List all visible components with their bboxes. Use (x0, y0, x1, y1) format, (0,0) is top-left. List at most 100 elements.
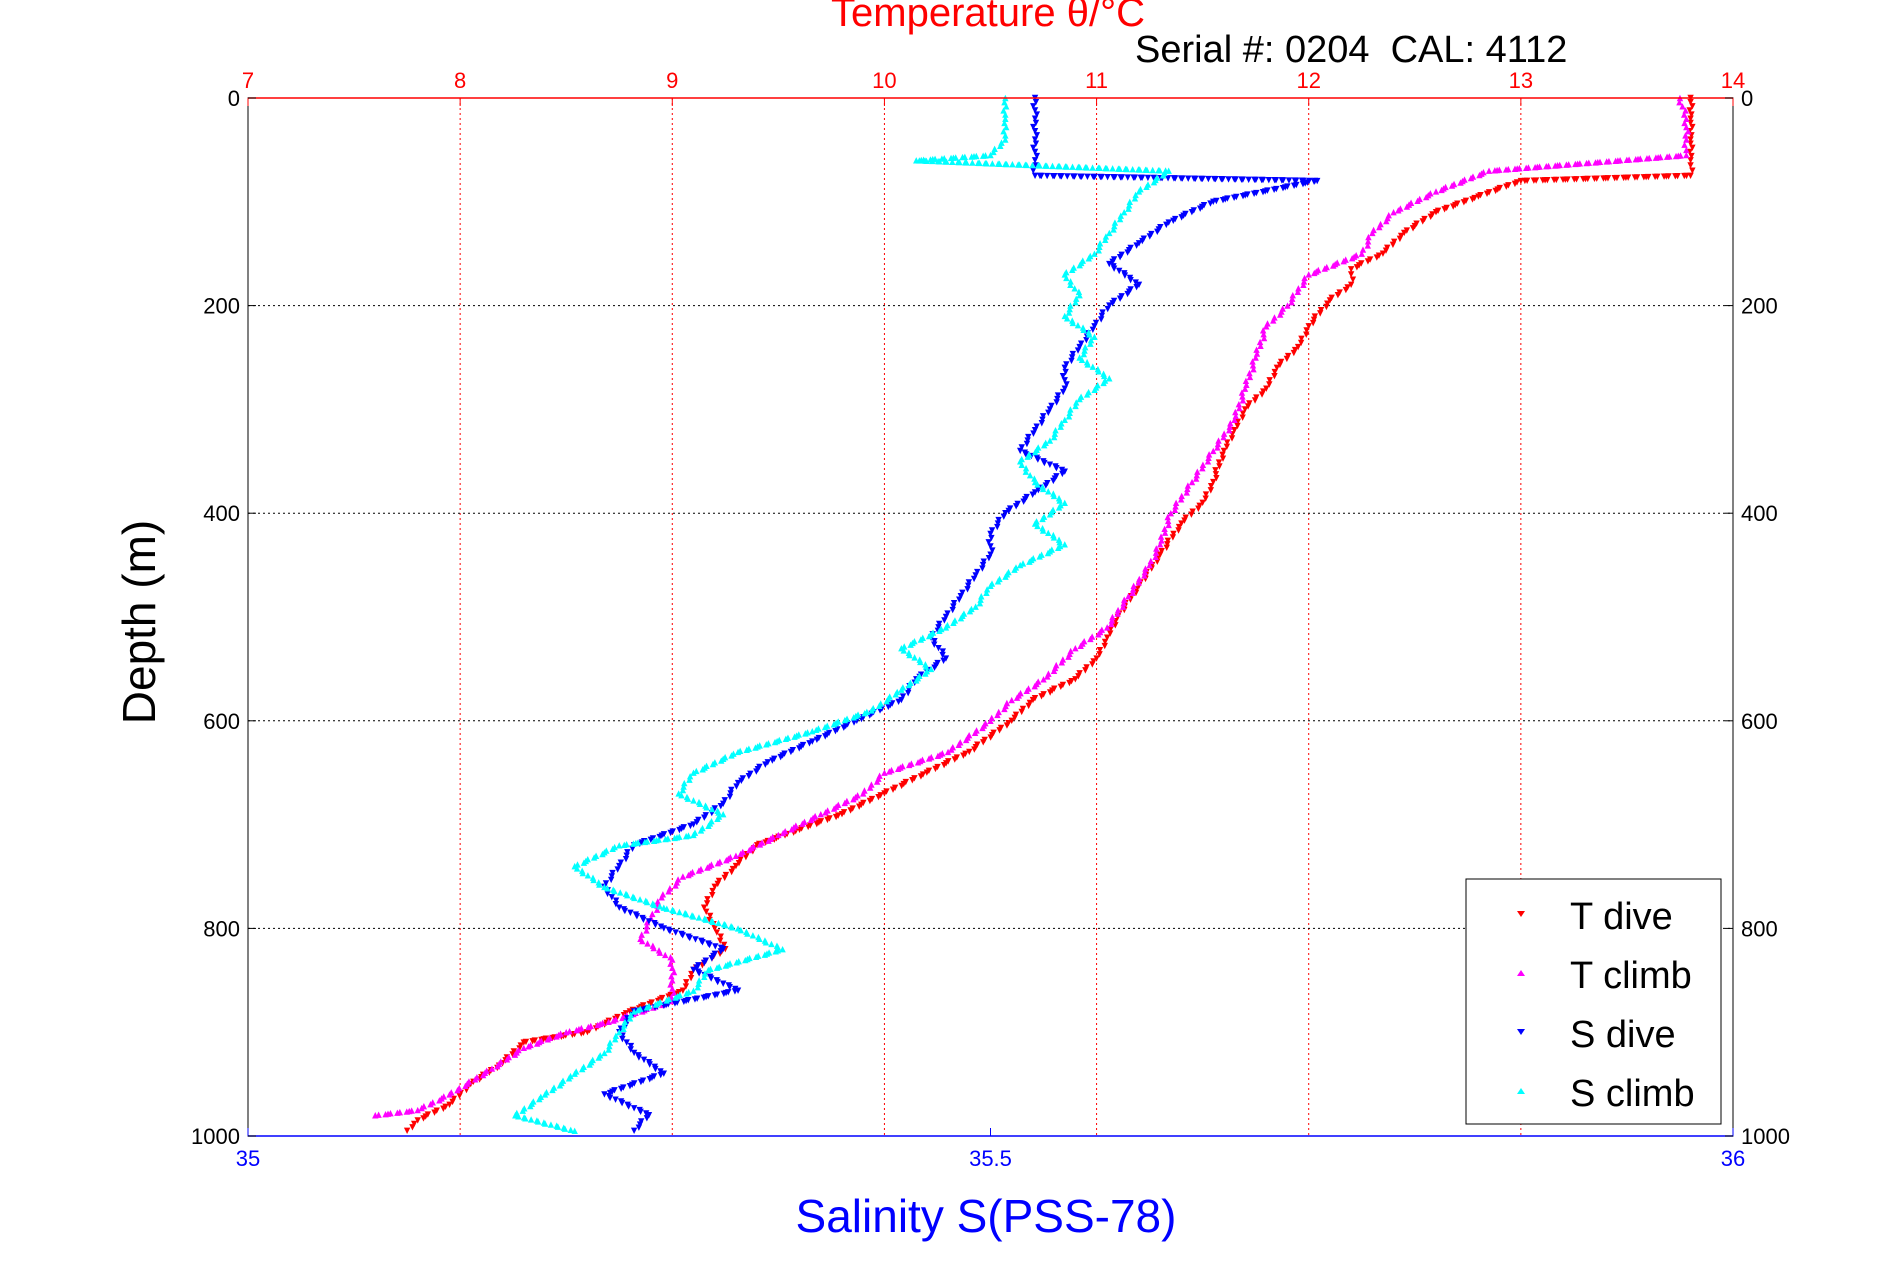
data-point (1204, 458, 1212, 465)
legend-marker-t-climb (1517, 970, 1525, 976)
data-point (1153, 545, 1160, 552)
data-point (832, 813, 840, 821)
depth-tick-label-left: 200 (203, 294, 240, 319)
data-point (1039, 485, 1047, 493)
data-point (1071, 285, 1078, 292)
data-point (1292, 177, 1300, 184)
data-point (1552, 162, 1559, 169)
data-point (680, 998, 688, 1006)
data-point (965, 579, 973, 586)
data-point (1259, 189, 1267, 196)
data-point (616, 1029, 623, 1036)
data-point (1101, 638, 1109, 646)
data-point (922, 663, 930, 670)
data-point (1432, 208, 1440, 216)
data-point (873, 778, 881, 785)
data-point (1038, 420, 1045, 427)
data-point (1017, 561, 1024, 569)
data-point (1239, 193, 1247, 200)
data-point (1139, 237, 1146, 245)
data-point (948, 746, 955, 753)
data-point (673, 990, 681, 997)
data-point (1111, 222, 1118, 230)
data-point (679, 873, 687, 880)
data-point (971, 746, 978, 753)
data-point (1054, 395, 1061, 403)
data-point (635, 1054, 643, 1061)
data-point (623, 852, 630, 859)
data-point (987, 734, 994, 741)
data-point (650, 944, 657, 952)
data-point (1531, 163, 1539, 171)
data-point (594, 1021, 601, 1029)
data-point (672, 882, 679, 889)
data-point (1046, 689, 1054, 696)
data-point (621, 1022, 628, 1029)
data-point (1107, 630, 1114, 637)
data-point (621, 907, 629, 915)
data-point (1277, 311, 1284, 318)
data-point (1002, 573, 1009, 580)
data-point (1003, 722, 1011, 729)
data-point (1476, 171, 1483, 179)
data-point (1003, 103, 1010, 110)
data-point (1039, 413, 1047, 420)
data-point (976, 599, 984, 607)
data-point (822, 809, 829, 816)
data-point (1687, 136, 1694, 143)
data-point (1687, 115, 1694, 122)
data-point (1448, 182, 1456, 189)
data-point (1305, 271, 1312, 278)
data-point (716, 937, 724, 945)
data-point (1031, 107, 1039, 114)
temperature-tick-label: 8 (454, 68, 466, 93)
data-point (913, 677, 920, 684)
data-point (1055, 544, 1062, 551)
data-point (1057, 683, 1065, 691)
data-point (1118, 174, 1126, 181)
data-point (894, 765, 902, 773)
data-point (1091, 323, 1098, 330)
data-point (935, 644, 942, 652)
series-s-climb (512, 94, 1172, 1135)
data-point (1423, 193, 1430, 201)
data-point (1266, 377, 1273, 384)
data-point (1076, 292, 1083, 299)
data-point (1317, 306, 1325, 314)
data-point (1136, 575, 1143, 583)
data-point (866, 784, 874, 791)
data-point (936, 620, 943, 628)
data-point (791, 733, 798, 740)
data-point (1193, 471, 1200, 479)
data-point (1156, 167, 1163, 174)
data-point (409, 1124, 416, 1131)
data-point (745, 772, 753, 780)
data-point (1125, 593, 1132, 600)
data-point (1680, 111, 1688, 118)
data-point (1210, 198, 1217, 205)
data-point (1432, 188, 1440, 195)
data-point (959, 153, 966, 161)
data-point (1043, 172, 1051, 180)
data-point (1212, 471, 1220, 478)
data-point (515, 1113, 522, 1120)
data-point (830, 721, 838, 728)
data-point (1522, 164, 1530, 172)
data-point (987, 151, 994, 159)
data-point (1124, 290, 1131, 298)
data-point (1072, 644, 1079, 652)
data-point (1056, 163, 1063, 170)
data-point (618, 1099, 626, 1107)
data-point (1089, 326, 1097, 334)
data-point (1672, 152, 1680, 160)
data-point (732, 852, 740, 859)
data-point (971, 729, 979, 736)
data-point (777, 753, 784, 761)
data-point (1059, 372, 1067, 380)
data-point (701, 959, 708, 967)
data-point (1069, 319, 1077, 327)
data-point (705, 966, 712, 974)
data-point (608, 873, 616, 880)
data-point (596, 881, 603, 888)
data-point (625, 1103, 632, 1110)
